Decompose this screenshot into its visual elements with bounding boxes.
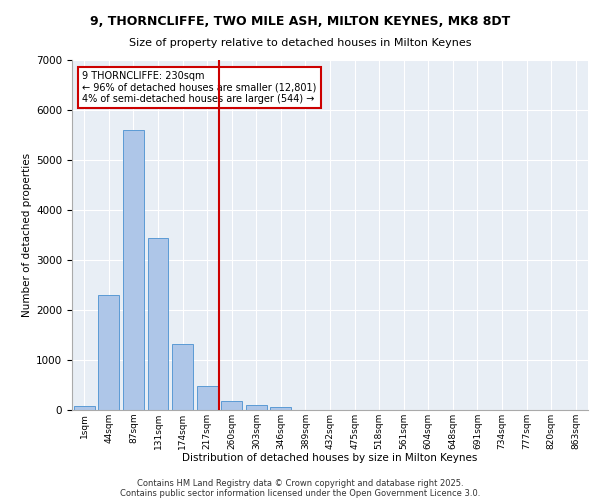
Text: 9, THORNCLIFFE, TWO MILE ASH, MILTON KEYNES, MK8 8DT: 9, THORNCLIFFE, TWO MILE ASH, MILTON KEY… xyxy=(90,15,510,28)
X-axis label: Distribution of detached houses by size in Milton Keynes: Distribution of detached houses by size … xyxy=(182,454,478,464)
Text: 9 THORNCLIFFE: 230sqm
← 96% of detached houses are smaller (12,801)
4% of semi-d: 9 THORNCLIFFE: 230sqm ← 96% of detached … xyxy=(82,70,317,104)
Bar xyxy=(74,406,95,410)
Bar xyxy=(197,386,218,410)
Text: Size of property relative to detached houses in Milton Keynes: Size of property relative to detached ho… xyxy=(129,38,471,48)
Text: Contains public sector information licensed under the Open Government Licence 3.: Contains public sector information licen… xyxy=(120,488,480,498)
Y-axis label: Number of detached properties: Number of detached properties xyxy=(22,153,32,317)
Bar xyxy=(246,404,267,410)
Bar xyxy=(148,238,169,410)
Bar xyxy=(98,295,119,410)
Bar xyxy=(221,401,242,410)
Text: Contains HM Land Registry data © Crown copyright and database right 2025.: Contains HM Land Registry data © Crown c… xyxy=(137,478,463,488)
Bar xyxy=(271,407,292,410)
Bar xyxy=(123,130,144,410)
Bar xyxy=(172,344,193,410)
